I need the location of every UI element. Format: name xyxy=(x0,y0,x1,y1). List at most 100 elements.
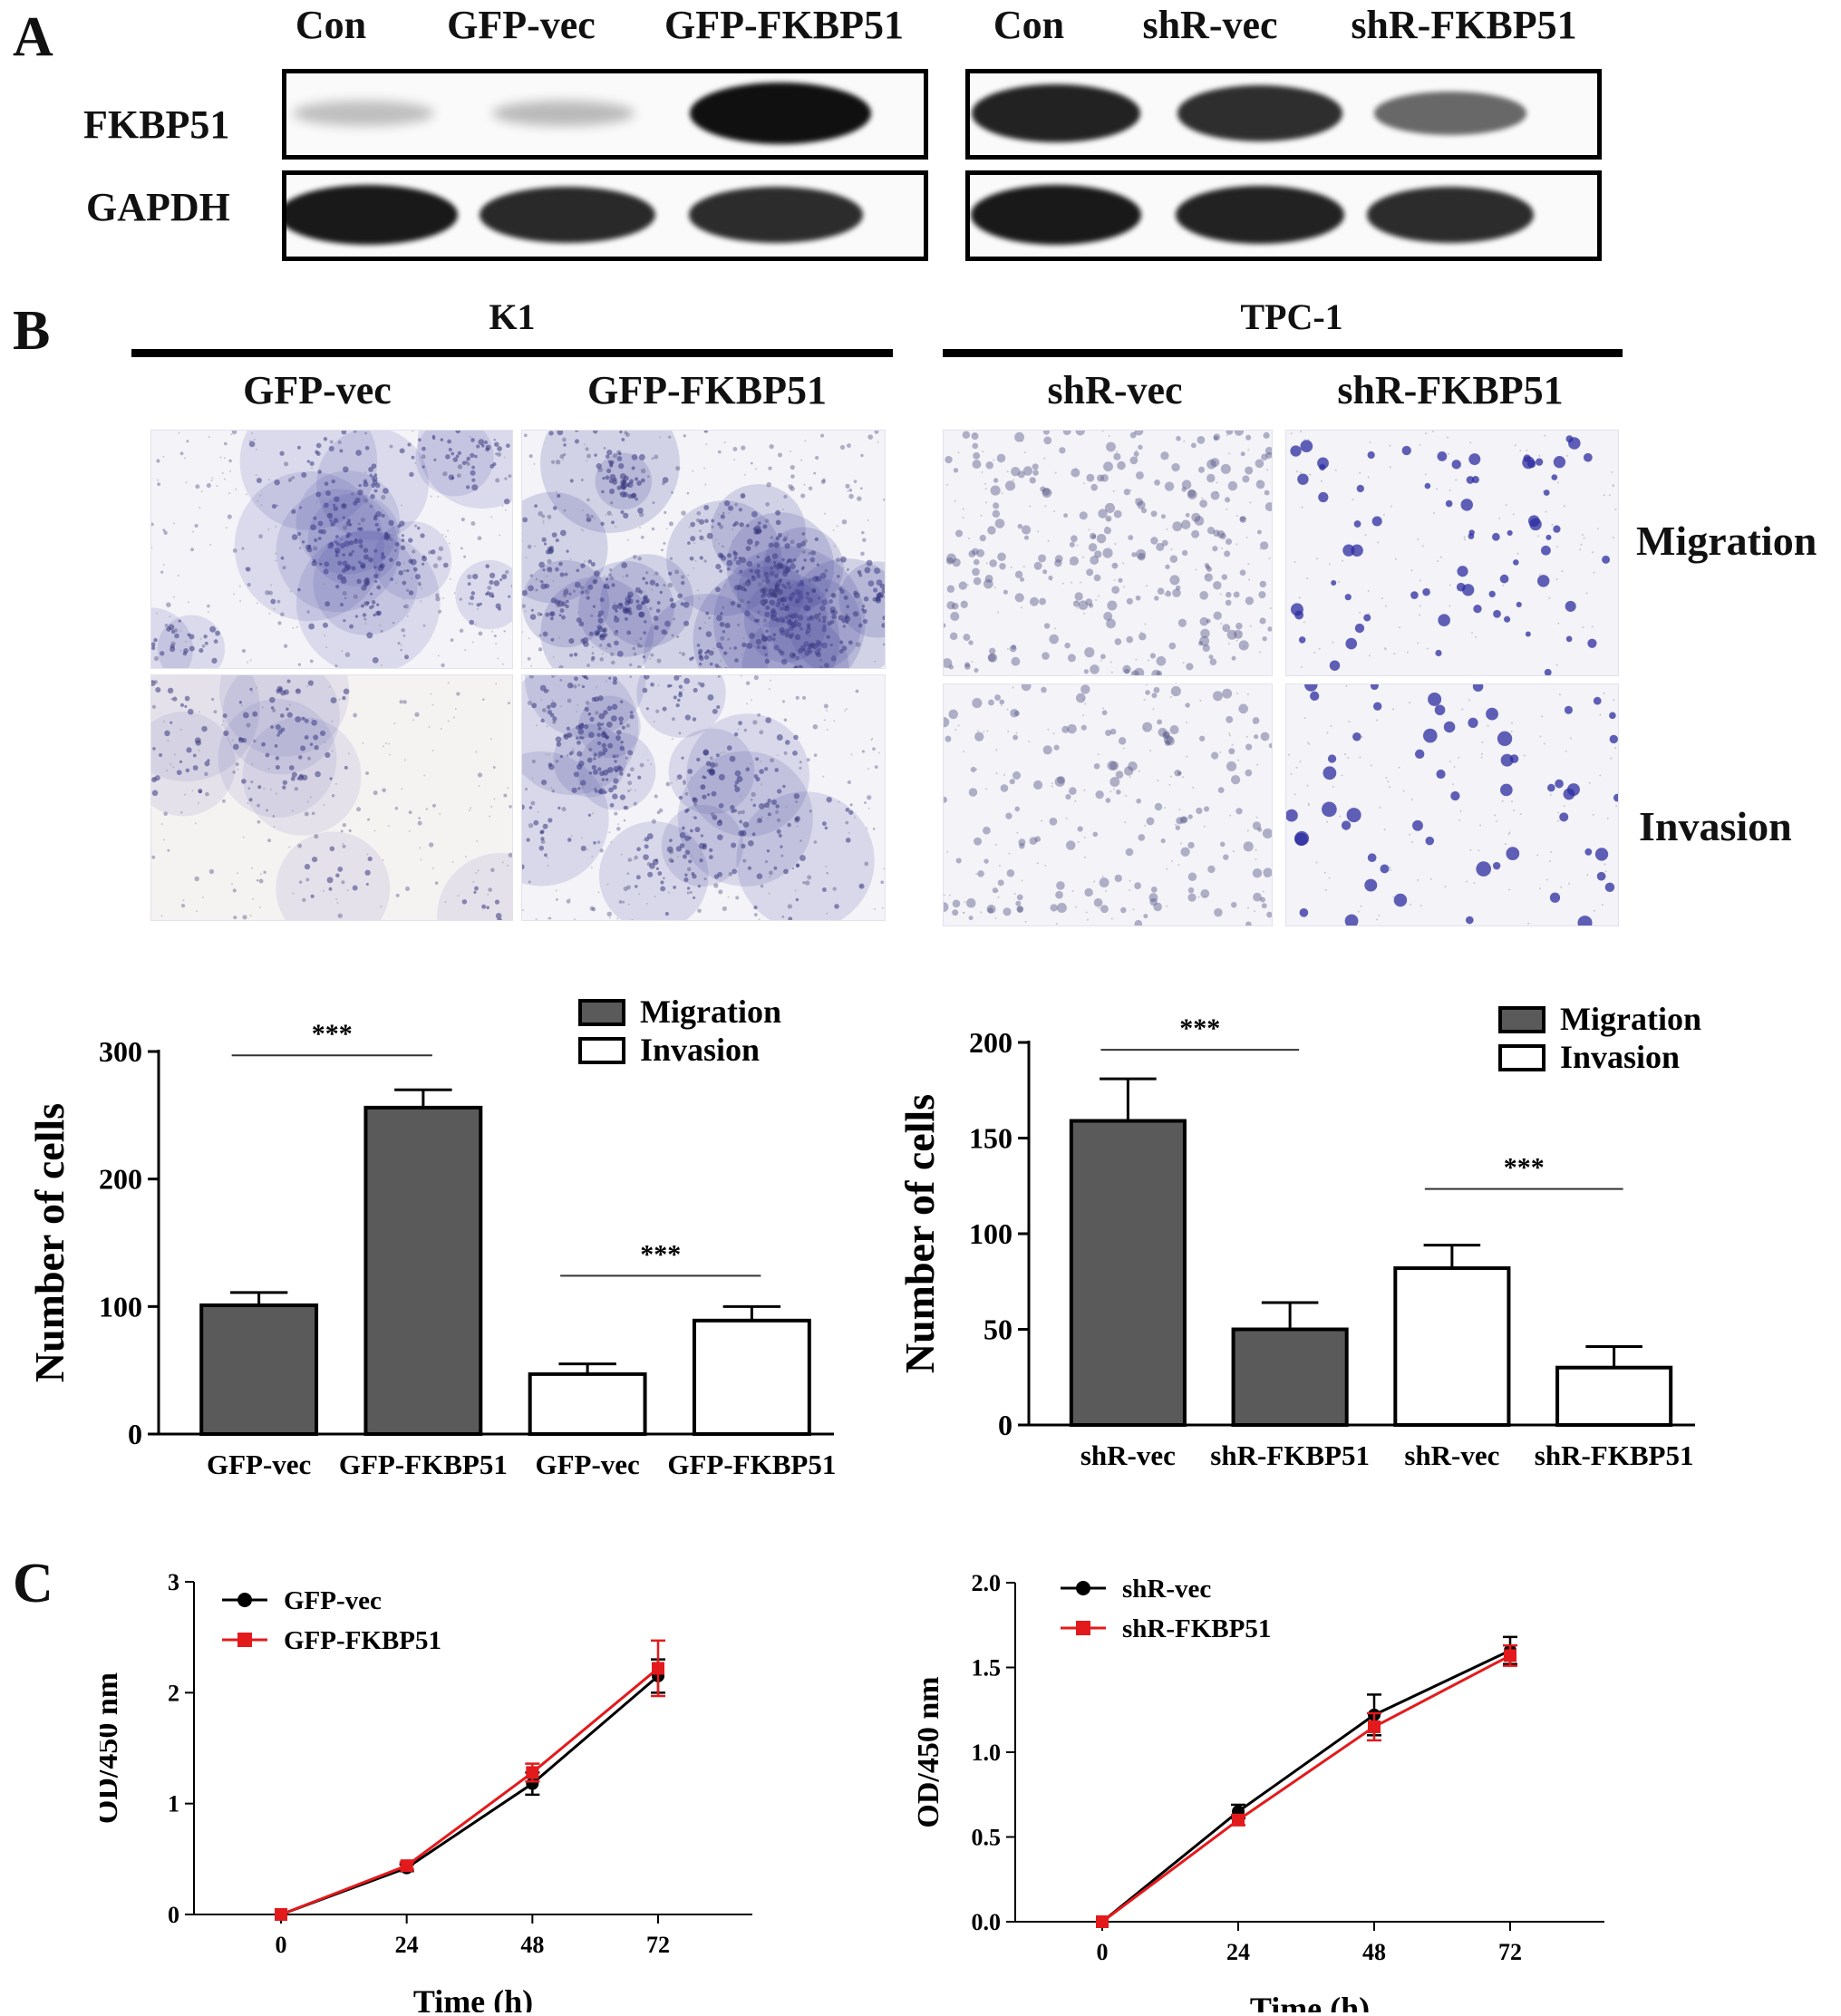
cell xyxy=(1565,600,1576,612)
membrane-pore xyxy=(1428,587,1430,590)
cell xyxy=(790,474,795,479)
cell xyxy=(679,843,685,848)
cell xyxy=(606,643,611,647)
cell xyxy=(1117,460,1126,470)
membrane-pore xyxy=(162,720,165,722)
cell xyxy=(547,567,553,573)
cell xyxy=(593,752,597,757)
bar xyxy=(1231,1327,1349,1427)
cell xyxy=(1363,614,1371,622)
membrane-pore xyxy=(984,482,987,485)
cell xyxy=(809,557,816,563)
cell xyxy=(861,750,865,753)
cell xyxy=(418,817,421,819)
cell xyxy=(620,509,625,515)
cell xyxy=(737,604,741,607)
cell xyxy=(257,819,261,824)
membrane-pore xyxy=(1398,766,1400,769)
cell xyxy=(727,637,731,641)
cell xyxy=(708,616,711,620)
membrane-pore xyxy=(1023,451,1026,454)
cell xyxy=(1460,499,1473,511)
cell xyxy=(1014,806,1021,812)
cell xyxy=(1105,729,1112,737)
cell xyxy=(808,577,813,583)
cell xyxy=(1181,486,1187,492)
cell xyxy=(167,848,170,852)
cell xyxy=(1476,861,1491,877)
membrane-pore xyxy=(1601,904,1604,906)
cell xyxy=(792,667,795,668)
membrane-pore xyxy=(718,805,721,808)
cell xyxy=(1255,459,1264,469)
membrane-pore xyxy=(1338,580,1341,583)
membrane-pore xyxy=(499,534,501,537)
membrane-pore xyxy=(1152,708,1155,711)
blot-band xyxy=(293,101,434,126)
group-label: GFP-vec xyxy=(243,368,392,412)
membrane-pore xyxy=(275,552,277,555)
cell xyxy=(760,884,764,888)
cell xyxy=(710,811,715,817)
cell xyxy=(337,560,343,566)
cell xyxy=(689,829,693,833)
membrane-pore xyxy=(732,528,734,531)
cell xyxy=(465,460,469,464)
cell xyxy=(773,645,780,651)
cell xyxy=(801,532,805,536)
cell xyxy=(151,642,156,647)
membrane-pore xyxy=(756,821,759,824)
y-tick-label: 0 xyxy=(998,1409,1013,1441)
cell xyxy=(700,784,706,790)
membrane-pore xyxy=(1417,878,1420,881)
cell xyxy=(1500,753,1514,767)
cell xyxy=(311,811,315,816)
cell xyxy=(791,867,795,870)
cell xyxy=(962,431,971,440)
cell xyxy=(527,544,532,549)
membrane-pore xyxy=(993,586,996,589)
cell xyxy=(353,712,358,718)
cell xyxy=(613,766,619,771)
cell xyxy=(609,645,612,648)
membrane-pore xyxy=(551,699,554,702)
cell xyxy=(821,615,827,621)
cell xyxy=(698,662,702,666)
cell xyxy=(616,827,621,831)
cell xyxy=(1042,488,1052,499)
cell xyxy=(765,502,770,507)
cell xyxy=(573,652,578,657)
cell xyxy=(584,724,589,730)
cell xyxy=(364,577,370,583)
membrane-pore xyxy=(1108,434,1110,437)
membrane-pore xyxy=(447,720,450,722)
cell xyxy=(205,791,209,797)
membrane-pore xyxy=(231,739,234,741)
cell xyxy=(461,460,467,466)
cell xyxy=(953,468,959,473)
cell xyxy=(1261,453,1268,460)
cell xyxy=(736,776,743,783)
cell xyxy=(288,765,295,771)
cell xyxy=(1300,440,1313,453)
cell xyxy=(1258,591,1266,599)
cell xyxy=(275,723,281,731)
cell xyxy=(380,629,383,633)
cell xyxy=(395,893,400,897)
cell xyxy=(841,618,847,624)
membrane-pore xyxy=(199,711,201,713)
cell xyxy=(635,875,641,880)
membrane-pore xyxy=(179,728,182,731)
cell xyxy=(371,463,377,470)
cell xyxy=(1092,831,1099,838)
membrane-pore xyxy=(1098,906,1100,909)
cell xyxy=(1115,789,1121,795)
cell xyxy=(1354,623,1365,634)
cell xyxy=(603,583,609,589)
cell xyxy=(782,567,790,575)
cell xyxy=(274,744,278,748)
membrane-pore xyxy=(776,753,779,756)
cell xyxy=(788,614,791,618)
cell xyxy=(1210,458,1220,468)
cell xyxy=(576,617,582,623)
